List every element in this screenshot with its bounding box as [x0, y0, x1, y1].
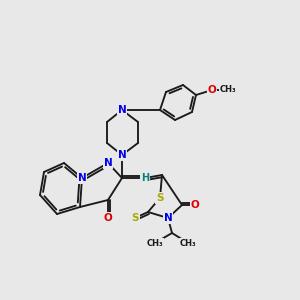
- Text: O: O: [190, 200, 200, 210]
- Text: N: N: [118, 105, 126, 115]
- Text: N: N: [103, 158, 112, 168]
- Text: O: O: [208, 85, 216, 95]
- Text: CH₃: CH₃: [180, 238, 196, 247]
- Text: N: N: [164, 213, 172, 223]
- Text: O: O: [103, 213, 112, 223]
- Text: CH₃: CH₃: [220, 85, 236, 94]
- Text: N: N: [78, 173, 86, 183]
- Text: H: H: [141, 173, 149, 183]
- Text: S: S: [131, 213, 139, 223]
- Text: CH₃: CH₃: [147, 238, 163, 247]
- Text: N: N: [118, 150, 126, 160]
- Text: S: S: [156, 193, 164, 203]
